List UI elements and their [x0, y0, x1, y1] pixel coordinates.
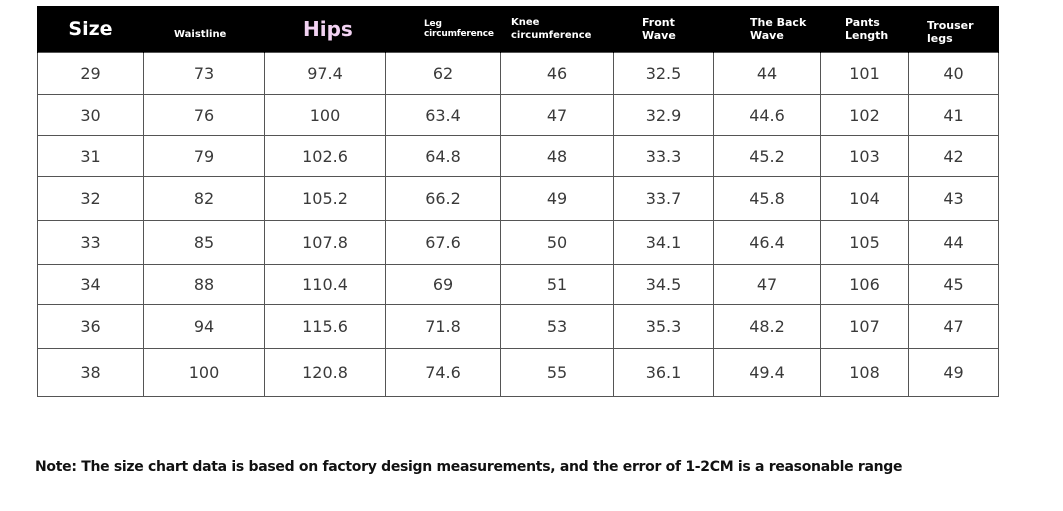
cell-leg-circumference: 63.4 — [385, 94, 501, 136]
cell-front-wave: 35.3 — [613, 304, 714, 349]
cell-leg-circumference: 66.2 — [385, 176, 501, 221]
cell-knee-circumference: 53 — [500, 304, 614, 349]
cell-hips: 100 — [264, 94, 386, 136]
cell-knee-circumference: 49 — [500, 176, 614, 221]
cell-leg-circumference: 69 — [385, 264, 501, 305]
cell-knee-circumference: 46 — [500, 52, 614, 95]
table-body: 29 73 97.4 62 46 32.5 44 101 40 30 76 10… — [37, 52, 999, 397]
table-row: 30 76 100 63.4 47 32.9 44.6 102 41 — [37, 94, 999, 136]
cell-hips: 97.4 — [264, 52, 386, 95]
cell-size: 32 — [37, 176, 144, 221]
cell-hips: 107.8 — [264, 220, 386, 265]
cell-front-wave: 32.9 — [613, 94, 714, 136]
cell-waistline: 94 — [143, 304, 265, 349]
header-knee-circumference: Knee circumference — [500, 6, 614, 53]
cell-back-wave: 47 — [713, 264, 821, 305]
cell-front-wave: 36.1 — [613, 348, 714, 397]
cell-size: 34 — [37, 264, 144, 305]
table-header: Size Waistline Hips Leg circumference Kne… — [37, 6, 999, 53]
cell-size: 36 — [37, 304, 144, 349]
cell-leg-circumference: 71.8 — [385, 304, 501, 349]
table-row: 36 94 115.6 71.8 53 35.3 48.2 107 47 — [37, 304, 999, 349]
cell-hips: 110.4 — [264, 264, 386, 305]
cell-back-wave: 44.6 — [713, 94, 821, 136]
size-chart-table: Size Waistline Hips Leg circumference Kne… — [37, 6, 999, 397]
cell-back-wave: 45.8 — [713, 176, 821, 221]
table-row: 38 100 120.8 74.6 55 36.1 49.4 108 49 — [37, 348, 999, 397]
cell-pants-length: 103 — [820, 135, 909, 177]
cell-front-wave: 33.3 — [613, 135, 714, 177]
cell-size: 33 — [37, 220, 144, 265]
cell-leg-circumference: 62 — [385, 52, 501, 95]
cell-knee-circumference: 50 — [500, 220, 614, 265]
size-chart-note: Note: The size chart data is based on fa… — [35, 459, 903, 475]
cell-knee-circumference: 48 — [500, 135, 614, 177]
cell-pants-length: 101 — [820, 52, 909, 95]
cell-knee-circumference: 47 — [500, 94, 614, 136]
cell-hips: 105.2 — [264, 176, 386, 221]
table-row: 34 88 110.4 69 51 34.5 47 106 45 — [37, 264, 999, 305]
cell-trouser-legs: 44 — [908, 220, 999, 265]
header-hips: Hips — [264, 6, 386, 53]
cell-back-wave: 48.2 — [713, 304, 821, 349]
cell-back-wave: 44 — [713, 52, 821, 95]
cell-trouser-legs: 40 — [908, 52, 999, 95]
cell-back-wave: 45.2 — [713, 135, 821, 177]
table-row: 33 85 107.8 67.6 50 34.1 46.4 105 44 — [37, 220, 999, 265]
cell-trouser-legs: 49 — [908, 348, 999, 397]
cell-front-wave: 34.1 — [613, 220, 714, 265]
header-front-wave: Front Wave — [613, 6, 714, 53]
cell-hips: 115.6 — [264, 304, 386, 349]
cell-leg-circumference: 64.8 — [385, 135, 501, 177]
cell-trouser-legs: 42 — [908, 135, 999, 177]
table-row: 29 73 97.4 62 46 32.5 44 101 40 — [37, 52, 999, 95]
header-back-wave: The Back Wave — [713, 6, 821, 53]
cell-back-wave: 46.4 — [713, 220, 821, 265]
cell-waistline: 100 — [143, 348, 265, 397]
cell-pants-length: 104 — [820, 176, 909, 221]
cell-knee-circumference: 55 — [500, 348, 614, 397]
cell-pants-length: 108 — [820, 348, 909, 397]
cell-knee-circumference: 51 — [500, 264, 614, 305]
header-leg-circumference: Leg circumference — [385, 6, 501, 53]
cell-size: 31 — [37, 135, 144, 177]
table-row: 32 82 105.2 66.2 49 33.7 45.8 104 43 — [37, 176, 999, 221]
cell-pants-length: 106 — [820, 264, 909, 305]
cell-size: 38 — [37, 348, 144, 397]
header-row: Size Waistline Hips Leg circumference Kne… — [37, 6, 999, 53]
cell-leg-circumference: 74.6 — [385, 348, 501, 397]
cell-back-wave: 49.4 — [713, 348, 821, 397]
cell-pants-length: 102 — [820, 94, 909, 136]
cell-hips: 102.6 — [264, 135, 386, 177]
cell-trouser-legs: 43 — [908, 176, 999, 221]
cell-trouser-legs: 45 — [908, 264, 999, 305]
cell-trouser-legs: 41 — [908, 94, 999, 136]
header-waistline: Waistline — [143, 6, 265, 53]
cell-waistline: 76 — [143, 94, 265, 136]
cell-front-wave: 34.5 — [613, 264, 714, 305]
table-row: 31 79 102.6 64.8 48 33.3 45.2 103 42 — [37, 135, 999, 177]
cell-size: 30 — [37, 94, 144, 136]
cell-waistline: 82 — [143, 176, 265, 221]
header-size: Size — [37, 6, 144, 53]
cell-hips: 120.8 — [264, 348, 386, 397]
header-pants-length: Pants Length — [820, 6, 909, 53]
cell-trouser-legs: 47 — [908, 304, 999, 349]
cell-pants-length: 105 — [820, 220, 909, 265]
cell-waistline: 79 — [143, 135, 265, 177]
cell-waistline: 88 — [143, 264, 265, 305]
cell-size: 29 — [37, 52, 144, 95]
cell-front-wave: 32.5 — [613, 52, 714, 95]
cell-front-wave: 33.7 — [613, 176, 714, 221]
cell-leg-circumference: 67.6 — [385, 220, 501, 265]
header-trouser-legs: Trouser legs — [908, 6, 999, 53]
cell-pants-length: 107 — [820, 304, 909, 349]
cell-waistline: 85 — [143, 220, 265, 265]
cell-waistline: 73 — [143, 52, 265, 95]
